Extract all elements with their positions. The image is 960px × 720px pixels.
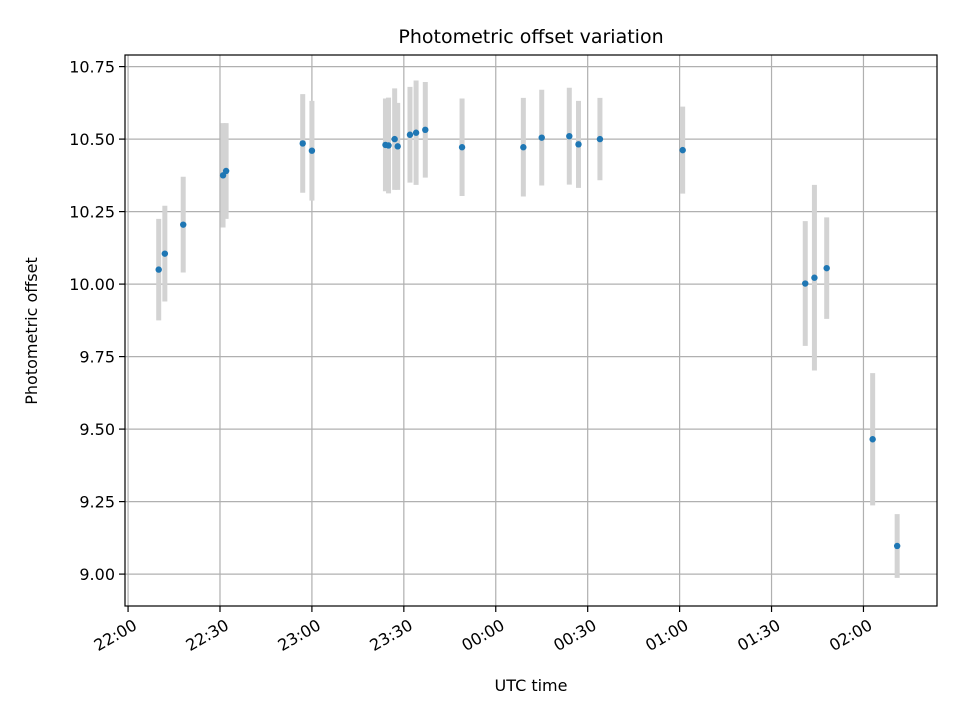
x-axis-label: UTC time — [495, 676, 568, 695]
y-tick-label: 9.25 — [79, 493, 115, 512]
data-point — [299, 140, 306, 147]
data-point — [538, 134, 545, 141]
y-tick-label: 9.00 — [79, 565, 115, 584]
plot-frame — [124, 54, 938, 607]
data-point — [406, 131, 414, 138]
data-point — [155, 266, 162, 273]
data-point — [566, 133, 573, 140]
data-point — [412, 129, 420, 136]
data-point — [869, 436, 876, 443]
chart-title: Photometric offset variation — [398, 26, 663, 48]
data-point — [458, 144, 466, 151]
data-point — [520, 144, 527, 151]
data-point — [391, 135, 398, 143]
y-tick-label: 9.75 — [79, 348, 115, 367]
data-point — [394, 143, 401, 150]
y-tick-label: 10.75 — [69, 58, 115, 77]
data-point — [679, 146, 686, 154]
data-point — [385, 142, 392, 149]
data-point — [422, 126, 429, 134]
y-tick-label: 9.50 — [79, 420, 115, 439]
y-axis-label: Photometric offset — [22, 257, 41, 405]
data-point — [161, 250, 169, 257]
data-point — [180, 221, 187, 228]
y-tick-label: 10.00 — [69, 275, 115, 294]
data-point — [811, 274, 818, 281]
data-point — [222, 167, 230, 175]
y-tick-label: 10.50 — [69, 130, 115, 149]
y-tick-label: 10.25 — [69, 203, 115, 222]
data-point — [596, 135, 604, 143]
data-point — [308, 147, 316, 154]
data-point — [893, 542, 901, 550]
data-points — [155, 126, 901, 550]
data-point — [823, 264, 830, 272]
data-point — [802, 280, 809, 287]
data-point — [575, 141, 582, 148]
